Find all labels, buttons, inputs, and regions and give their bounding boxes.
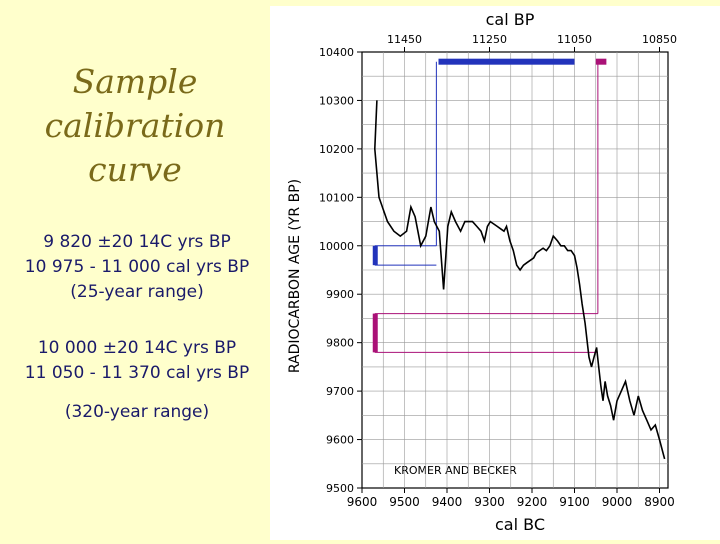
y-tick-label: 9900 [326, 288, 354, 301]
chart-annotation: KROMER AND BECKER [394, 464, 517, 477]
sample-1-text: 9 820 ±20 14C yrs BP 10 975 - 11 000 cal… [8, 230, 266, 305]
top-tick-label: 10850 [642, 33, 677, 46]
bottom-axis-title: cal BC [495, 515, 545, 534]
x-tick-label: 9200 [517, 495, 548, 509]
sample-1-cal-range: 10 975 - 11 000 cal yrs BP [24, 257, 250, 277]
sample-1-span: (25-year range) [70, 282, 204, 302]
y-tick-label: 10000 [319, 240, 354, 253]
calibration-curve [373, 100, 666, 460]
y-tick-label: 10200 [319, 143, 354, 156]
sample-2-cal-range: 11 050 - 11 370 cal yrs BP [24, 363, 250, 383]
y-tick-label: 9600 [326, 434, 354, 447]
range-y-bar [372, 245, 378, 266]
calibration-chart: cal BP cal BC RADIOCARBON AGE (YR BP) KR… [287, 10, 677, 534]
x-tick-label: 9500 [389, 495, 420, 509]
y-tick-label: 10300 [319, 94, 354, 107]
y-tick-label: 9500 [326, 482, 354, 495]
top-axis-title: cal BP [486, 10, 535, 29]
title-line: calibration [44, 106, 226, 145]
x-tick-label: 9600 [347, 495, 378, 509]
y-tick-label: 10400 [319, 46, 354, 59]
y-tick-label: 9700 [326, 385, 354, 398]
slide-title: Sample calibration curve [20, 60, 250, 192]
title-line: curve [88, 150, 182, 189]
x-tick-label: 9000 [602, 495, 633, 509]
y-tick-label: 9800 [326, 337, 354, 350]
range-cal-bar [595, 58, 607, 65]
sample-2-age: 10 000 ±20 14C yrs BP [37, 338, 237, 358]
range-y-bar [372, 313, 378, 353]
x-tick-label: 9400 [432, 495, 463, 509]
sample-1-age: 9 820 ±20 14C yrs BP [43, 232, 231, 252]
y-axis-title: RADIOCARBON AGE (YR BP) [287, 179, 303, 373]
top-tick-label: 11050 [557, 33, 592, 46]
y-tick-label: 10100 [319, 191, 354, 204]
x-tick-label: 9100 [559, 495, 590, 509]
title-line: Sample [72, 62, 198, 101]
sample-2-text: 10 000 ±20 14C yrs BP 11 050 - 11 370 ca… [8, 336, 266, 386]
range-cal-bar [438, 58, 575, 65]
chart-panel: cal BP cal BC RADIOCARBON AGE (YR BP) KR… [270, 6, 720, 540]
x-tick-label: 9300 [474, 495, 505, 509]
sample-2-span: (320-year range) [64, 402, 210, 422]
x-tick-label: 8900 [644, 495, 675, 509]
top-tick-label: 11450 [387, 33, 422, 46]
top-tick-label: 11250 [472, 33, 507, 46]
